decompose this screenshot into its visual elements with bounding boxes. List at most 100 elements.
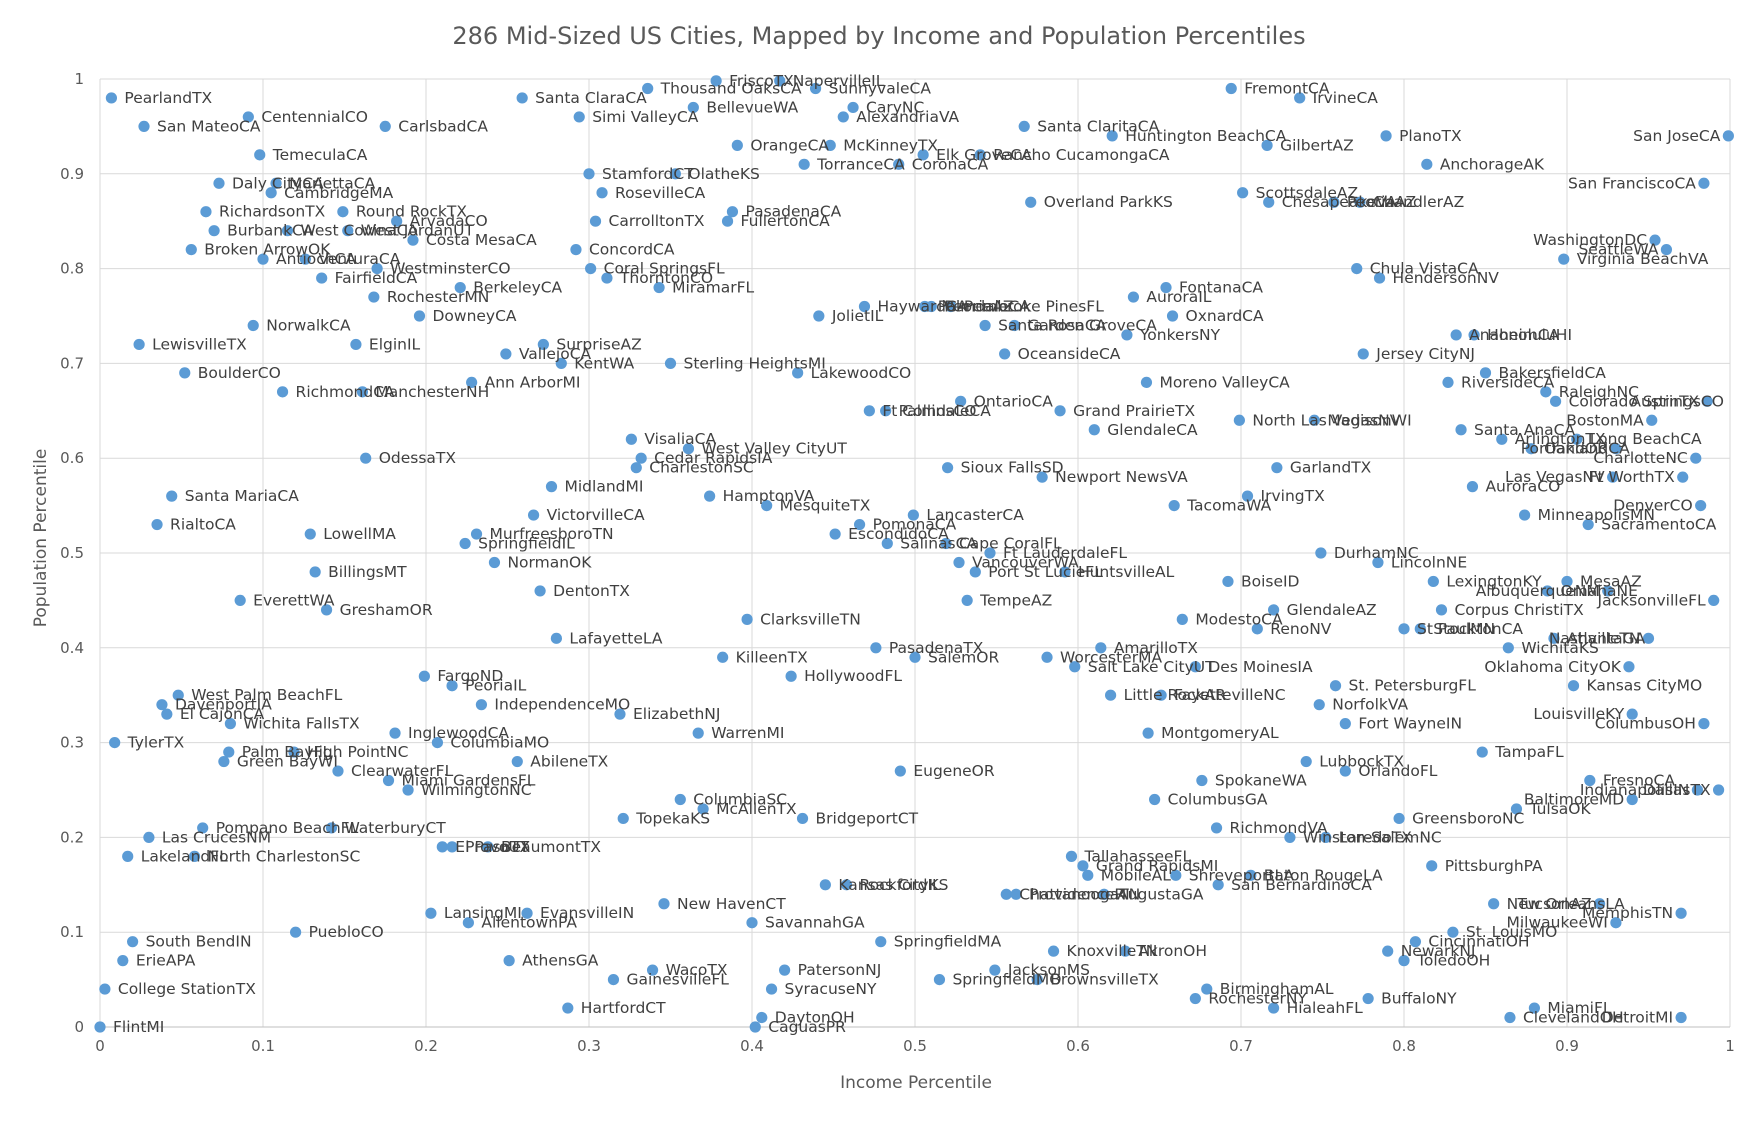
- point-label: ClevelandOH: [1523, 1009, 1624, 1027]
- data-point: [1695, 500, 1707, 512]
- data-point: [200, 206, 212, 218]
- point-label: West Valley CityUT: [701, 440, 847, 458]
- data-point: [1176, 613, 1188, 625]
- point-label: TallahasseeFL: [1083, 847, 1191, 865]
- point-label: Palm BayFL: [242, 743, 332, 761]
- point-label: CharlotteNC: [1593, 449, 1687, 467]
- data-point: [1233, 414, 1245, 426]
- point-label: EverettWA: [253, 591, 335, 609]
- point-label: MilwaukeeWI: [1507, 914, 1608, 932]
- point-label: TulsaOK: [1528, 800, 1591, 818]
- point-label: BrownsvilleTX: [1050, 971, 1159, 989]
- point-label: SalinasCA: [900, 535, 977, 553]
- point-label: AugustaGA: [1117, 885, 1204, 903]
- point-label: Baton RougeLA: [1264, 866, 1383, 884]
- point-label: Garden GroveCA: [1027, 316, 1157, 334]
- data-point: [1393, 812, 1405, 825]
- point-label: Sterling HeightsMI: [684, 354, 826, 372]
- data-point: [646, 964, 659, 976]
- data-point: [1041, 651, 1053, 663]
- data-point: [1284, 831, 1296, 844]
- point-label: OceansideCA: [1018, 345, 1121, 363]
- data-point: [105, 92, 118, 104]
- point-label: CentennialCO: [261, 108, 368, 126]
- point-label: DetroitMI: [1602, 1009, 1673, 1027]
- point-label: Wichita FallsTX: [243, 715, 360, 733]
- point-label: EvansvilleIN: [540, 904, 634, 922]
- data-point: [1466, 481, 1479, 493]
- data-point: [1339, 765, 1351, 777]
- data-point: [601, 272, 613, 284]
- point-label: EscondidoCA: [848, 525, 949, 543]
- data-point: [1328, 196, 1340, 208]
- point-label: St. PetersburgFL: [1349, 677, 1477, 695]
- point-label: Kansas CityKS: [838, 876, 948, 894]
- data-point: [570, 244, 582, 256]
- y-tick-label: 1: [74, 70, 84, 88]
- point-label: College StationTX: [118, 980, 256, 998]
- data-point: [1442, 376, 1454, 388]
- point-label: Moreno ValleyCA: [1159, 373, 1290, 391]
- point-label: SpokaneWA: [1215, 772, 1307, 790]
- data-point: [425, 907, 437, 919]
- point-label: Oklahoma CityOK: [1484, 658, 1621, 676]
- y-tick-label: 0.1: [60, 923, 84, 941]
- point-label: NormanOK: [507, 553, 592, 571]
- data-point: [858, 300, 871, 313]
- point-label: WorcesterMA: [1060, 648, 1162, 666]
- data-point: [907, 509, 919, 521]
- data-point: [224, 718, 236, 730]
- data-point: [909, 651, 921, 663]
- data-point: [462, 917, 474, 929]
- point-label: Simi ValleyCA: [592, 108, 699, 126]
- data-point: [482, 841, 494, 853]
- data-point: [1245, 869, 1257, 881]
- point-label: West Palm BeachFL: [191, 686, 342, 704]
- data-point: [617, 812, 629, 825]
- point-label: HartfordCT: [581, 999, 666, 1017]
- point-label: St PaulMN: [1417, 620, 1495, 638]
- data-point: [589, 215, 602, 227]
- data-point: [1271, 462, 1283, 474]
- point-label: AnchorageAK: [1440, 155, 1545, 173]
- point-label: Jersey CityNJ: [1375, 345, 1475, 363]
- data-point: [1036, 471, 1048, 483]
- data-point: [894, 765, 906, 777]
- point-label: LansingMI: [444, 904, 522, 922]
- point-label: Ann ArborMI: [485, 373, 581, 391]
- point-label: LancasterCA: [926, 506, 1024, 524]
- point-label: New HavenCT: [677, 895, 786, 913]
- data-point: [1582, 518, 1594, 531]
- point-label: DurhamNC: [1334, 544, 1419, 562]
- data-point: [516, 92, 528, 104]
- point-label: LowellMA: [323, 525, 396, 543]
- data-point: [511, 755, 523, 768]
- data-point: [1421, 158, 1433, 170]
- data-point: [537, 338, 549, 351]
- point-label: Huntington BeachCA: [1125, 127, 1286, 145]
- chart-title: 286 Mid-Sized US Cities, Mapped by Incom…: [452, 22, 1305, 50]
- point-label: Santa ClaraCA: [535, 89, 647, 107]
- data-point: [446, 680, 458, 692]
- point-label: El PasoTX: [455, 838, 530, 856]
- data-point: [893, 158, 905, 170]
- point-label: RialtoCA: [170, 516, 236, 534]
- data-point: [1010, 888, 1022, 900]
- data-point: [488, 556, 501, 569]
- point-label: VictorvilleCA: [547, 506, 645, 524]
- data-point: [765, 983, 778, 995]
- data-point: [1225, 82, 1237, 95]
- point-label: MesaAZ: [1580, 572, 1642, 590]
- data-point: [1447, 926, 1459, 938]
- data-point: [1382, 945, 1394, 957]
- point-label: LincolnNE: [1391, 553, 1467, 571]
- data-point: [625, 433, 637, 445]
- data-point: [1054, 405, 1066, 417]
- point-label: West CovinaCA: [300, 222, 418, 240]
- data-point: [1504, 1011, 1516, 1024]
- data-point: [309, 566, 321, 578]
- point-label: BostonMA: [1566, 411, 1644, 429]
- point-label: Cedar RapidsIA: [654, 449, 773, 467]
